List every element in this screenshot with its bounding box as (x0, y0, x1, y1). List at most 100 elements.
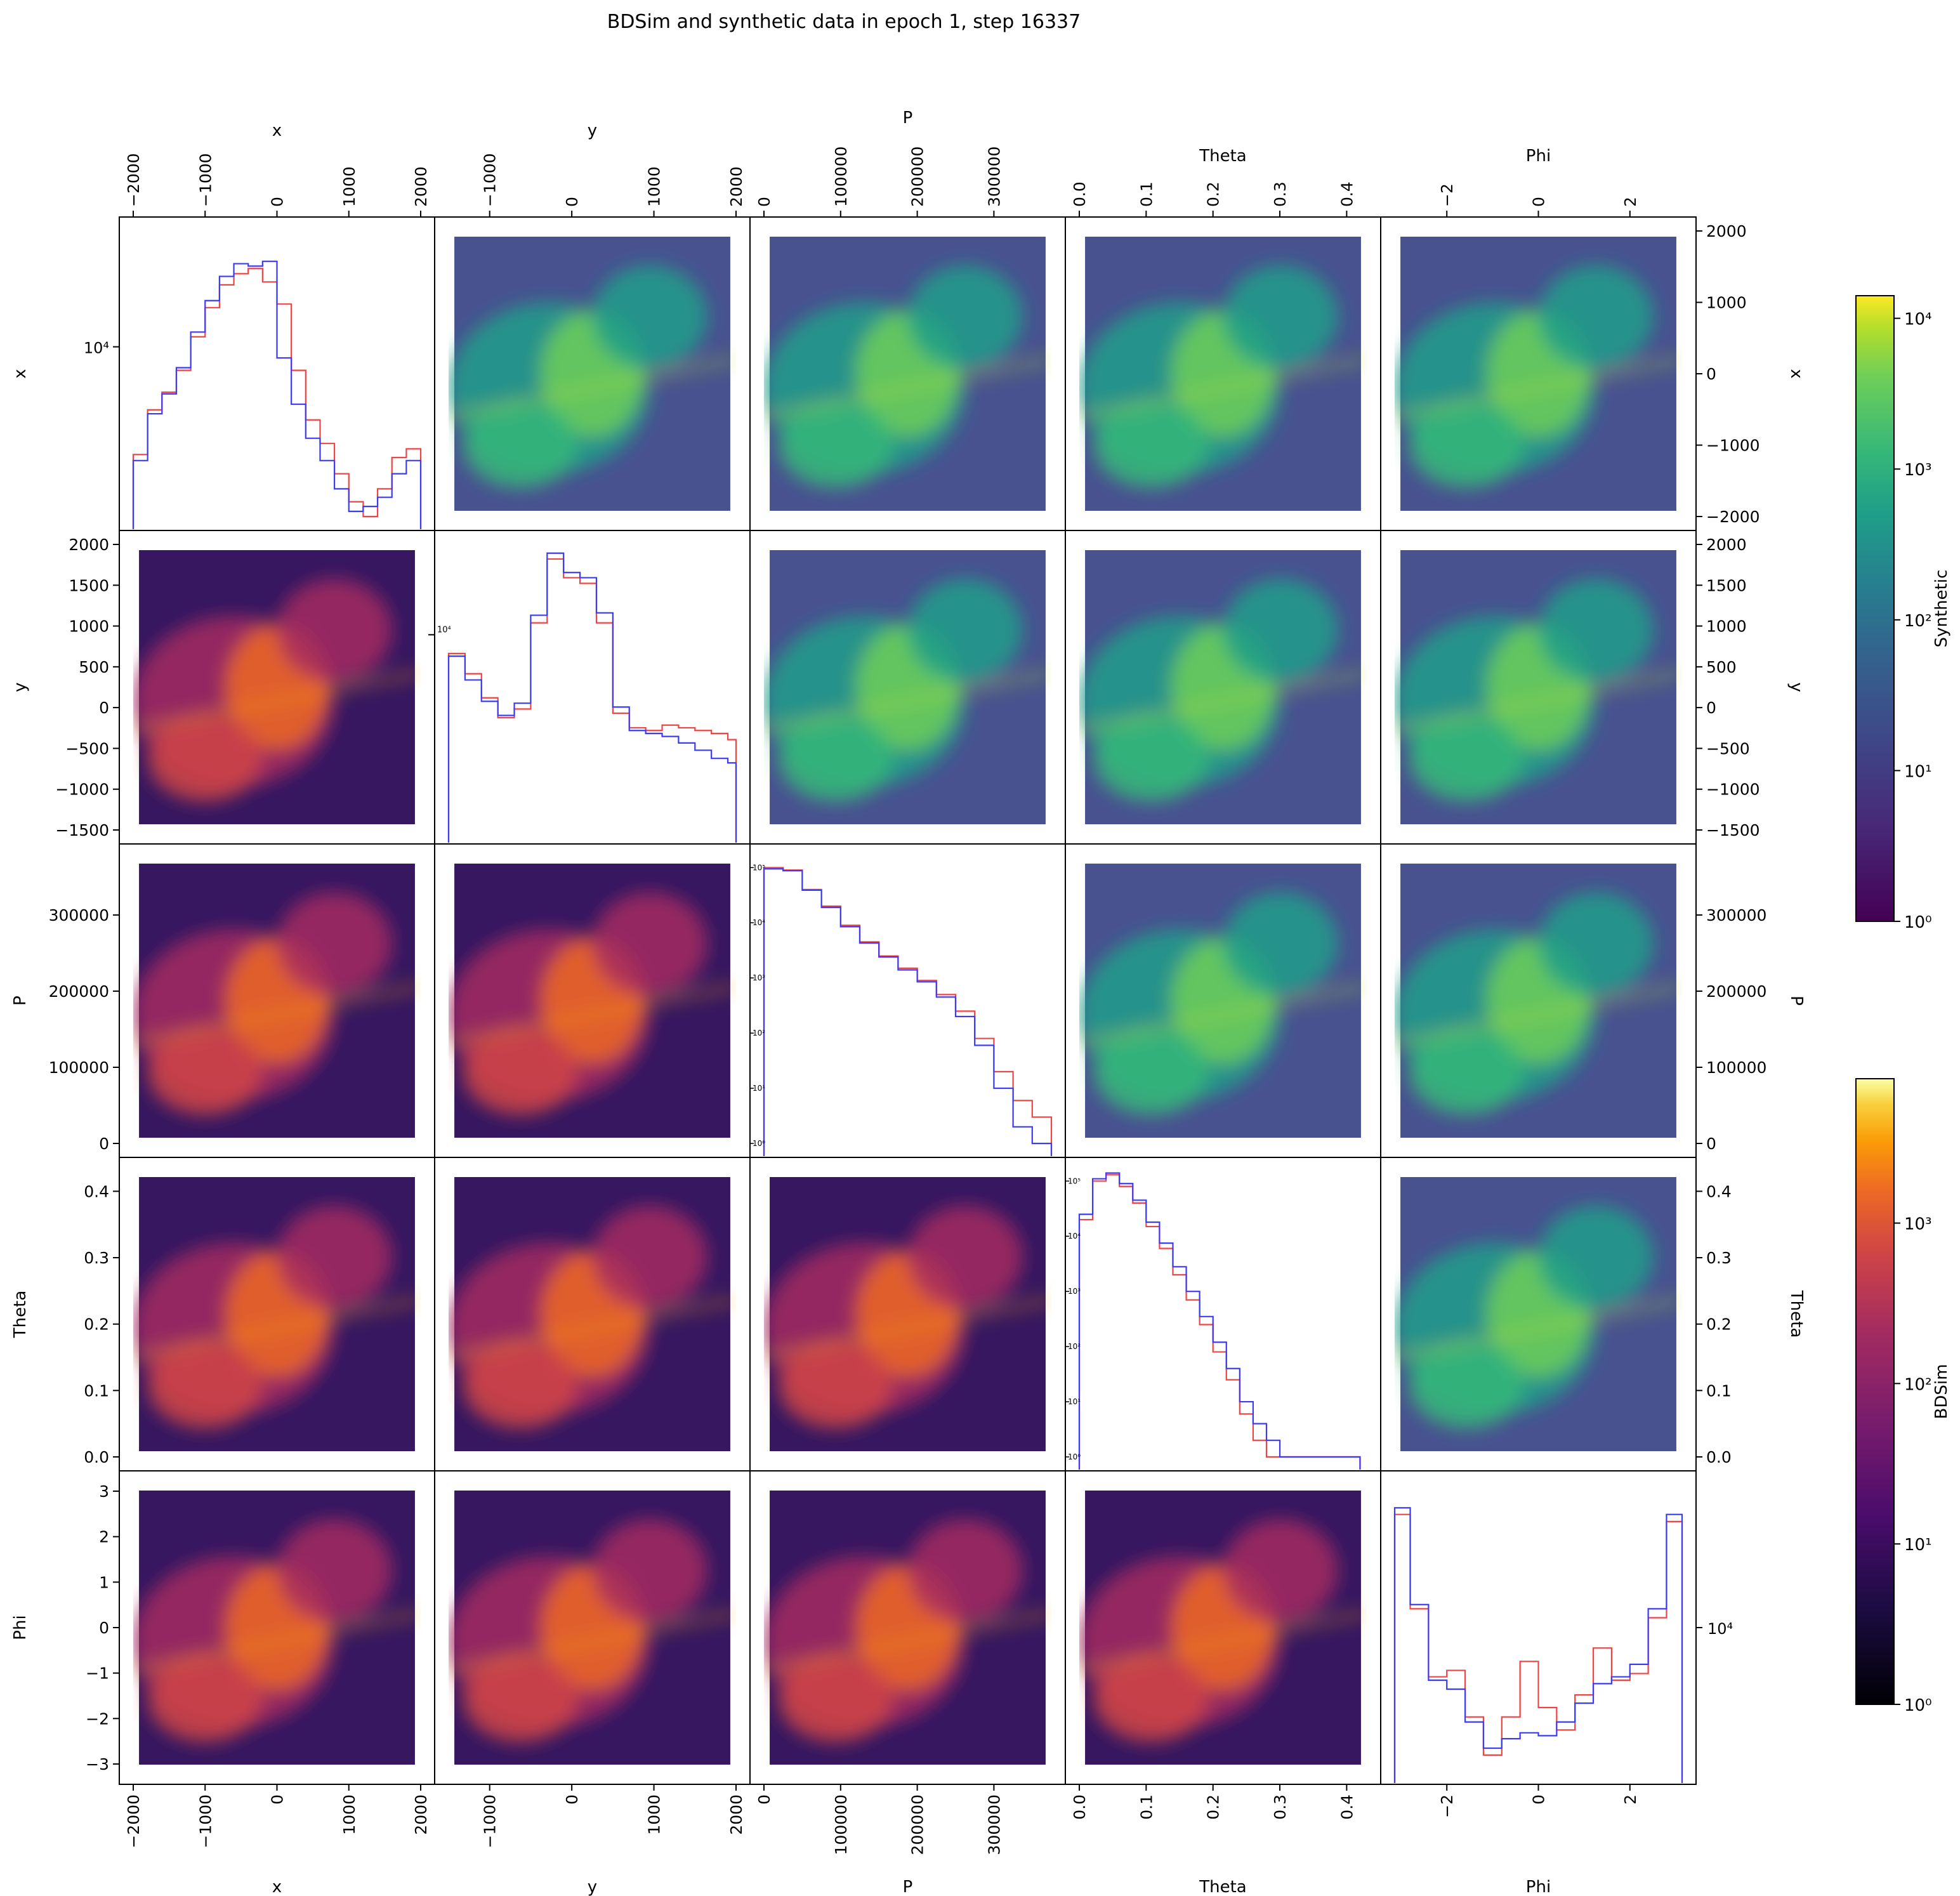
bottom-tick-label: 1000 (340, 1794, 358, 1835)
heatmap-core-2 (1093, 716, 1209, 801)
bdsim-colorbar: 10⁰ 10¹ 10² 10³ BDSim (1855, 1078, 1951, 1715)
bdsim-heatmap-y-vs-x (133, 550, 421, 824)
heatmap-core-3 (592, 1206, 707, 1308)
top-tick-label: −2 (1438, 183, 1456, 207)
bottom-tick-label: 2000 (727, 1794, 746, 1835)
hist-tick-label: 10⁴ (437, 625, 451, 635)
left-tick-label: 1000 (69, 617, 109, 636)
right-axis-label-x: x (1787, 369, 1806, 378)
left-tick-label: 200000 (49, 982, 109, 1001)
heatmap-core-3 (592, 892, 707, 995)
left-tick-label: 0.3 (84, 1249, 109, 1267)
heatmap-core-3 (1223, 1519, 1338, 1622)
bottom-tick-label: −2000 (124, 1794, 143, 1848)
top-tick-label: 2000 (412, 166, 430, 207)
heatmap-band (133, 1610, 421, 1673)
colorbar-tick-label: 10³ (1904, 461, 1932, 480)
synthetic-heatmap-y-vs-Theta (1079, 550, 1367, 824)
top-tick-label: 300000 (985, 147, 1003, 207)
hist-tick-label: 10² (1068, 1342, 1081, 1351)
hist-P: 10⁰ 10¹ 10² 10³ 10⁴ 10⁵ (750, 863, 1053, 1156)
heatmap-band (133, 670, 421, 733)
bdsim-colorbar-bar (1855, 1078, 1895, 1705)
bdsim-heatmap-Theta-vs-x (133, 1177, 421, 1451)
bottom-tick-label: −1000 (196, 1794, 214, 1848)
bdsim-heatmap-Phi-vs-Theta (1079, 1491, 1367, 1765)
heatmap-band (764, 1297, 1051, 1360)
hist-tick-label: 10⁰ (753, 1139, 765, 1148)
heatmap-core-3 (907, 579, 1023, 681)
heatmap-core-2 (778, 1656, 893, 1742)
bdsim-heatmap-Phi-vs-y (449, 1491, 736, 1765)
left-axis-label-x: x (11, 369, 30, 378)
bottom-tick-label: 0.4 (1338, 1794, 1356, 1820)
heatmap-band (1079, 984, 1367, 1046)
heatmap-core-3 (907, 1206, 1023, 1308)
heatmap-core-2 (463, 402, 578, 488)
left-tick-label: 3 (99, 1482, 109, 1501)
hist-tick-label: 10³ (753, 973, 765, 982)
left-tick-label: 0.1 (84, 1381, 109, 1400)
right-tick-label: 1000 (1706, 294, 1747, 312)
heatmap-core-3 (277, 1519, 392, 1622)
hist-tick-label: 10³ (1068, 1287, 1081, 1296)
bottom-tick-label: 2 (1621, 1794, 1640, 1805)
heatmap-core-3 (907, 265, 1023, 368)
synthetic-series-line (132, 260, 422, 529)
colorbar-tick-label: 10² (1904, 612, 1932, 631)
top-tick-label: 100000 (832, 147, 850, 207)
top-tick-label: 200000 (909, 147, 927, 207)
heatmap-band (1395, 1297, 1682, 1360)
top-tick-label: 0 (755, 197, 773, 207)
hist-y: 10⁴ (428, 552, 737, 843)
right-axis-label-P: P (1787, 996, 1806, 1006)
heatmap-band (764, 357, 1051, 419)
synthetic-heatmap-y-vs-Phi (1395, 550, 1682, 824)
left-tick-label: −2 (86, 1709, 109, 1728)
top-axis-label-P: P (903, 109, 913, 128)
bottom-axis-label-y: y (588, 1878, 597, 1896)
right-tick-label: 0 (1706, 365, 1716, 383)
hist-tick-label: 10⁴ (1068, 1232, 1081, 1241)
panel-frame-P-P (749, 843, 1066, 1158)
synthetic-heatmap-P-vs-Phi (1395, 864, 1682, 1138)
heatmap-core-2 (463, 1656, 578, 1742)
heatmap-core-2 (1093, 1029, 1209, 1115)
hist-tick-label: 10² (753, 1029, 765, 1037)
top-tick-label: −1000 (196, 153, 214, 207)
heatmap-core-3 (1223, 579, 1338, 681)
left-tick-label: 0.0 (84, 1448, 109, 1466)
colorbar-tick-label: 10¹ (1904, 1536, 1932, 1555)
bottom-tick-label: 0.2 (1204, 1794, 1223, 1820)
left-tick-label: −3 (86, 1755, 109, 1774)
heatmap-band (764, 1610, 1051, 1673)
top-tick-label: 0 (563, 197, 581, 207)
heatmap-core-2 (463, 1343, 578, 1428)
right-tick-label: −500 (1706, 739, 1750, 758)
colorbar-tick-label: 10⁰ (1904, 1696, 1932, 1715)
panel-frame-Theta-Theta (1065, 1157, 1381, 1471)
left-tick-label: 0 (99, 1135, 109, 1153)
right-tick-label: −2000 (1706, 508, 1760, 526)
heatmap-core-3 (592, 1519, 707, 1622)
heatmap-band (1395, 670, 1682, 733)
bottom-tick-label: 300000 (985, 1794, 1003, 1855)
heatmap-core-2 (1409, 716, 1524, 801)
colorbars: 10⁰ 10¹ 10² 10³ 10⁴ Synthetic 10⁰ 10¹ 10² 10³ BDSi… (1855, 295, 1951, 1715)
bottom-axis-label-P: P (903, 1878, 913, 1896)
top-axis-label-x: x (272, 121, 282, 140)
panel-grid: 10⁴10⁴10⁰10¹10²10³10⁴10⁵10⁰10¹10²10³10⁴1… (11, 109, 1806, 1896)
bottom-tick-label: 2000 (412, 1794, 430, 1835)
colorbar-tick-label: 10⁴ (1904, 310, 1932, 329)
bottom-tick-label: 0.1 (1137, 1794, 1155, 1820)
synthetic-series-line (1393, 1507, 1683, 1783)
colorbar-tick-label: 10¹ (1904, 762, 1932, 781)
hist-tick-label: 10⁵ (753, 863, 765, 872)
heatmap-band (449, 1297, 736, 1360)
top-tick-label: 0.2 (1204, 181, 1223, 207)
left-tick-label: 100000 (49, 1058, 109, 1077)
top-tick-label: 0 (1530, 197, 1548, 207)
right-tick-label: 0.1 (1706, 1381, 1732, 1400)
top-tick-label: 0.1 (1137, 181, 1155, 207)
synthetic-heatmap-x-vs-y (449, 237, 736, 511)
